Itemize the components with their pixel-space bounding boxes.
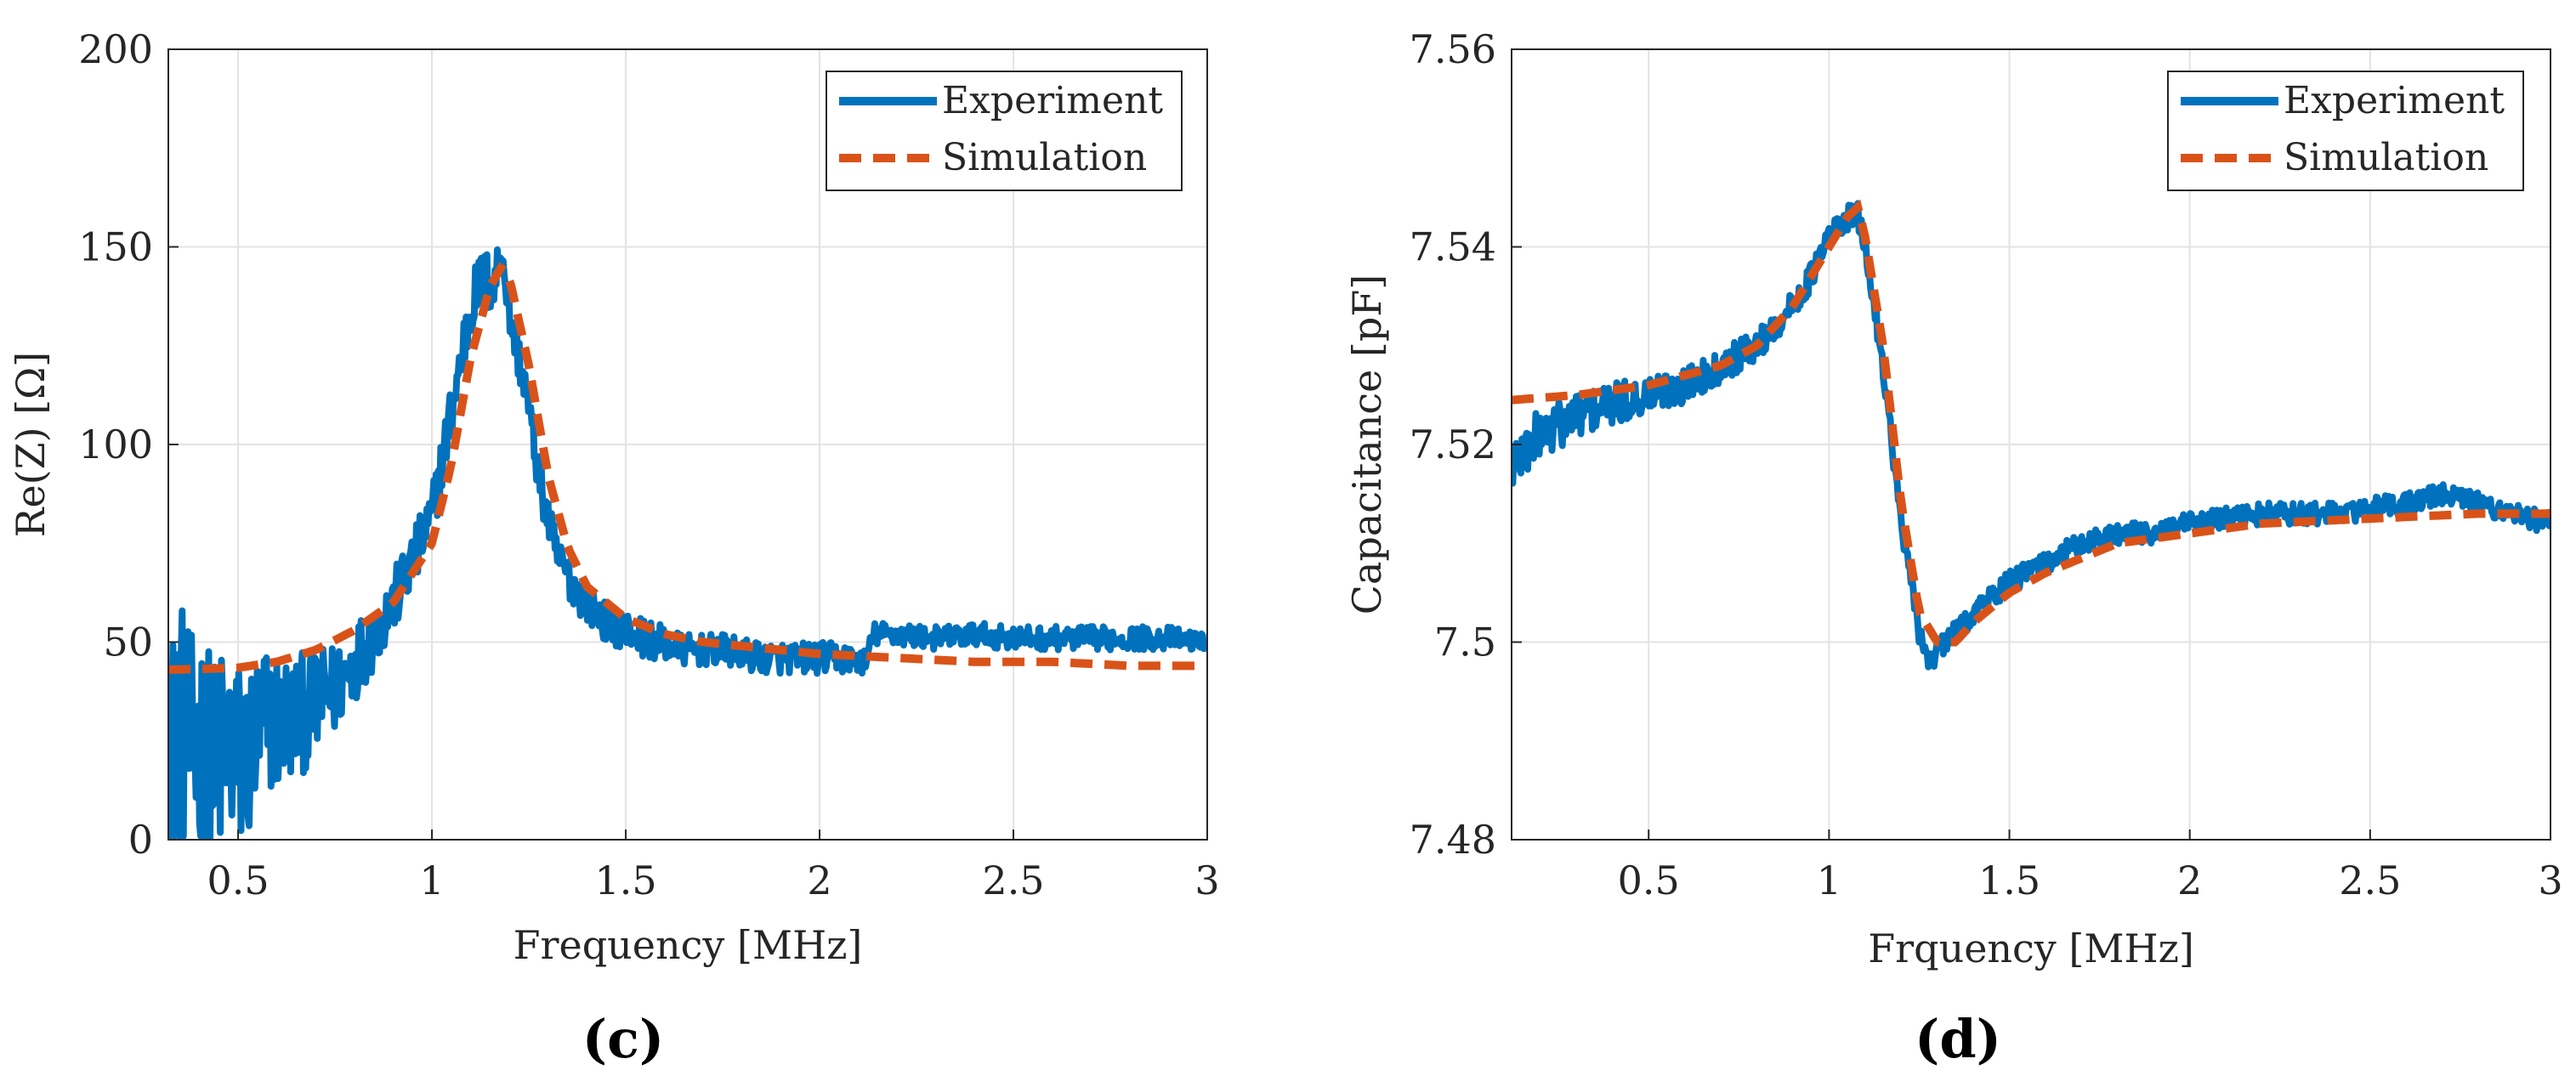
y-tick-label: 0 <box>128 817 153 863</box>
x-tick-label: 1.5 <box>594 858 656 903</box>
x-tick-label: 1 <box>1817 858 1841 903</box>
x-tick-label: 2 <box>2177 858 2202 903</box>
y-axis-label-d: Capacitance [pF] <box>1344 275 1390 614</box>
y-tick-label: 150 <box>78 224 153 270</box>
series-group-c <box>168 246 1207 840</box>
legend-c: Experiment Simulation <box>826 71 1183 191</box>
legend-label-experiment-c: Experiment <box>942 79 1163 122</box>
legend-label-experiment-d: Experiment <box>2284 79 2505 122</box>
x-tick-label: 3 <box>1194 858 1219 903</box>
chart-panel-c: 0.5 1 1.5 2 2.5 3 0 50 100 150 200 Frequency [MHz]… <box>8 26 1220 1070</box>
ticks-c: 0.5 1 1.5 2 2.5 3 0 50 100 150 200 <box>78 26 1219 903</box>
y-tick-label: 200 <box>78 26 153 72</box>
y-tick-label: 50 <box>103 620 153 665</box>
x-tick-label: 0.5 <box>1618 858 1680 903</box>
chart-panel-d: 0.5 1 1.5 2 2.5 3 7.48 7.5 7.52 7.54 7.56 Frquency… <box>1344 26 2563 1070</box>
legend-label-simulation-d: Simulation <box>2284 136 2488 179</box>
x-tick-label: 0.5 <box>207 858 269 903</box>
series-experiment-line <box>1512 200 2550 671</box>
y-tick-label: 7.48 <box>1410 817 1496 863</box>
legend-d: Experiment Simulation <box>2167 71 2524 191</box>
x-tick-label: 1 <box>419 858 444 903</box>
legend-box-d <box>2167 71 2524 191</box>
x-tick-label: 2.5 <box>2339 858 2401 903</box>
x-axis-label-d: Frquency [MHz] <box>1868 926 2194 971</box>
panel-label-d: (d) <box>1915 1008 2001 1070</box>
panel-label-c: (c) <box>582 1008 664 1070</box>
y-axis-label-c: Re(Z) [Ω] <box>8 352 54 537</box>
series-simulation-line <box>168 262 1207 674</box>
x-axis-label-c: Frequency [MHz] <box>513 922 863 968</box>
series-group-d <box>1512 199 2550 671</box>
x-tick-label: 2.5 <box>982 858 1044 903</box>
ticks-d: 0.5 1 1.5 2 2.5 3 7.48 7.5 7.52 7.54 7.56 <box>1410 26 2563 903</box>
legend-label-simulation-c: Simulation <box>942 136 1147 179</box>
y-tick-label: 7.54 <box>1410 224 1496 270</box>
x-tick-label: 2 <box>807 858 831 903</box>
x-tick-label: 3 <box>2538 858 2562 903</box>
y-tick-label: 100 <box>78 422 153 467</box>
y-tick-label: 7.52 <box>1410 422 1496 467</box>
y-tick-label: 7.5 <box>1434 620 1496 665</box>
y-tick-label: 7.56 <box>1410 26 1496 72</box>
series-simulation-line <box>1512 199 2550 647</box>
x-tick-label: 1.5 <box>1978 858 2040 903</box>
legend-box-c <box>826 71 1183 191</box>
series-experiment-line <box>168 246 1207 840</box>
